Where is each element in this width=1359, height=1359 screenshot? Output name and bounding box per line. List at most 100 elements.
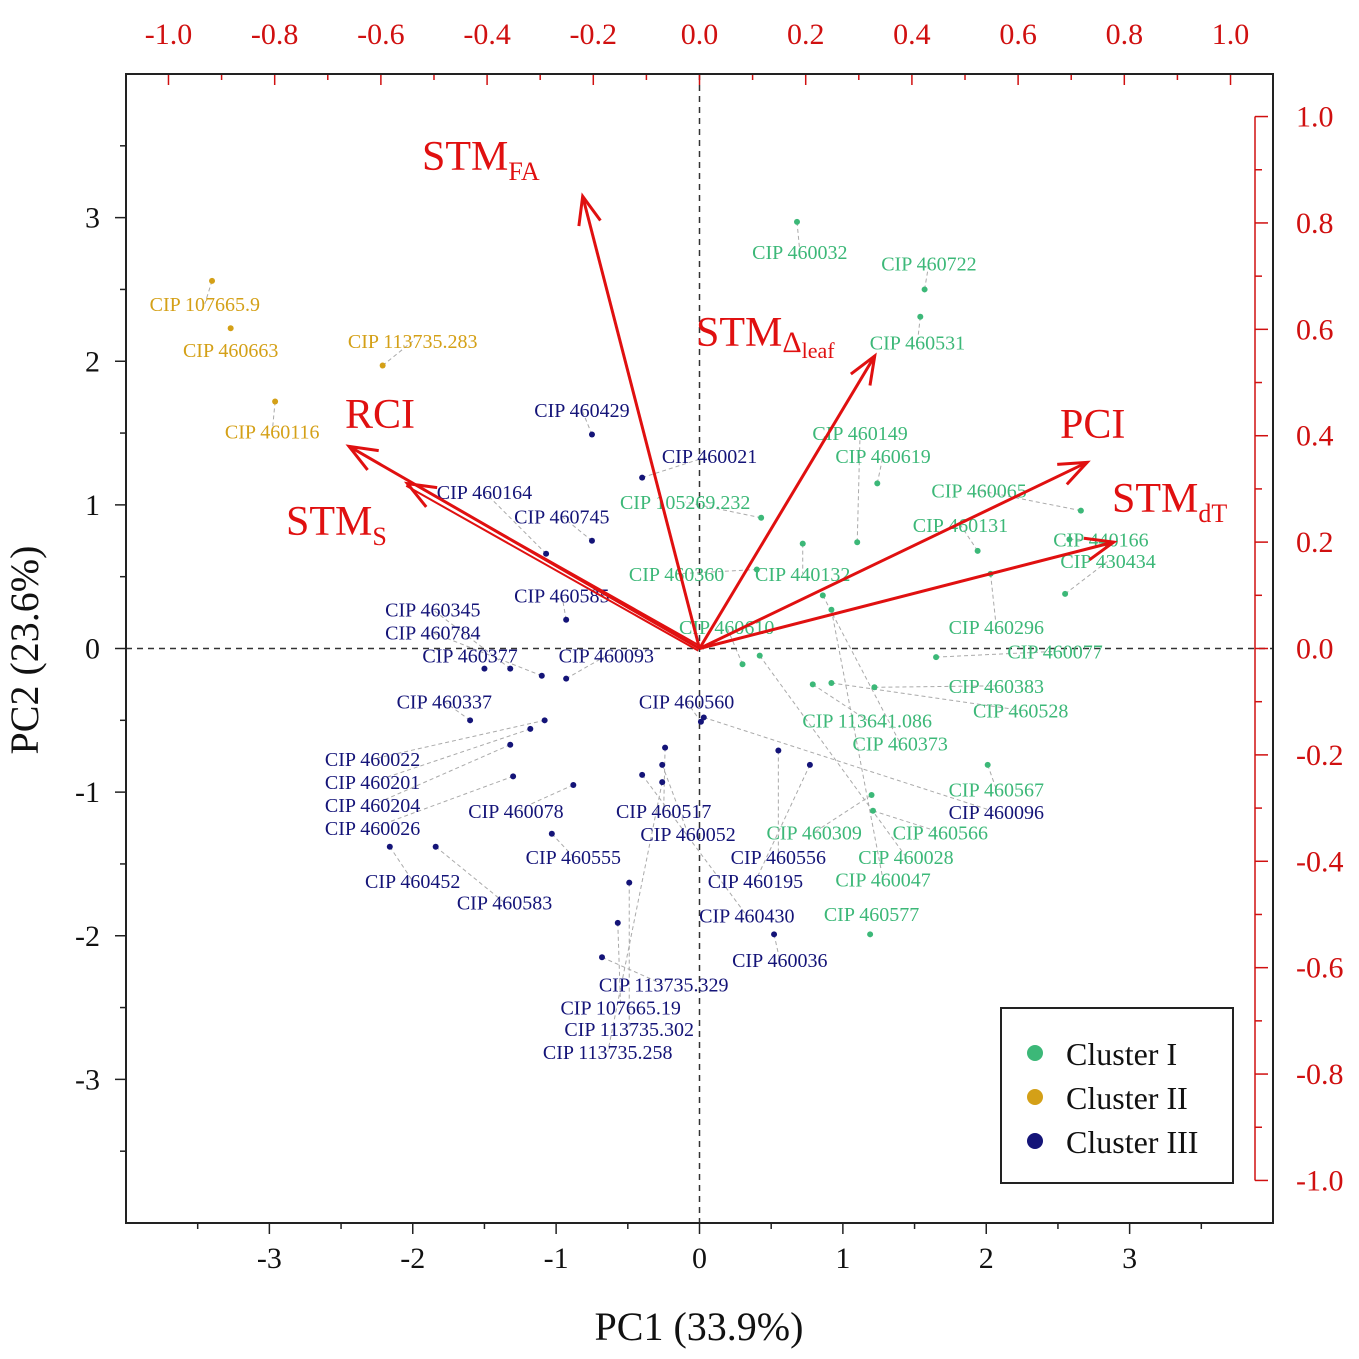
point-label-cip-460204: CIP 460204 bbox=[325, 795, 420, 817]
leader-line bbox=[831, 682, 1021, 711]
point-cip-460028 bbox=[756, 652, 763, 659]
point-label-cip-460531: CIP 460531 bbox=[870, 333, 965, 355]
point-label-cip-460309: CIP 460309 bbox=[767, 822, 862, 844]
point-label-cip-460517: CIP 460517 bbox=[616, 801, 711, 823]
point-label-cip-460065: CIP 460065 bbox=[931, 481, 1026, 503]
right-tick-label: 0.2 bbox=[1296, 526, 1334, 559]
point-label-cip-460028: CIP 460028 bbox=[858, 847, 953, 869]
x-tick-label: -1 bbox=[544, 1242, 569, 1275]
loading-label-stm-s: STMS bbox=[286, 499, 387, 551]
axis-ticks: -3 -2 -1 0 1 2 3 3 2 1 0 -1 -2 -3 -1.0 -0.8 -0.6 -0.4 -0.2… bbox=[75, 18, 1344, 1275]
point-cip-113735-283 bbox=[379, 362, 386, 369]
loading-arrowhead-stm-dt bbox=[1083, 536, 1118, 562]
point-cip-460047 bbox=[828, 606, 835, 613]
point-cip-107665-19 bbox=[614, 919, 621, 926]
point-label-cip-460430: CIP 460430 bbox=[699, 906, 794, 928]
point-cip-440166 bbox=[1066, 536, 1073, 543]
point-cip-460149 bbox=[854, 539, 861, 546]
point-label-cip-440132: CIP 440132 bbox=[755, 564, 850, 586]
top-tick-label: -0.4 bbox=[463, 18, 511, 51]
point-cip-460204 bbox=[507, 741, 514, 748]
point-label-cip-460096: CIP 460096 bbox=[949, 802, 1044, 824]
leader-line bbox=[372, 719, 545, 760]
top-tick-label: -0.8 bbox=[251, 18, 299, 51]
point-label-cip-460556: CIP 460556 bbox=[731, 847, 826, 869]
leader-line bbox=[796, 221, 801, 253]
leader-line bbox=[484, 491, 547, 555]
loading-arrow-stm-s bbox=[408, 480, 702, 648]
point-cip-460517 bbox=[662, 744, 669, 751]
point-cip-113735-258 bbox=[659, 779, 666, 786]
leader-line bbox=[872, 810, 941, 833]
leader-line bbox=[812, 683, 868, 721]
point-cip-460373 bbox=[819, 592, 826, 599]
point-cip-105269-232 bbox=[758, 514, 765, 521]
point-cip-460131 bbox=[974, 547, 981, 554]
point-label-cip-460149: CIP 460149 bbox=[812, 423, 907, 445]
leader-line bbox=[754, 764, 811, 882]
point-cip-460452 bbox=[386, 843, 393, 850]
point-cip-460429 bbox=[588, 431, 595, 438]
point-label-cip-113735-258: CIP 113735.258 bbox=[543, 1042, 673, 1064]
point-cip-460560 bbox=[697, 718, 704, 725]
point-cip-460096 bbox=[700, 714, 707, 721]
right-tick-label: 0.0 bbox=[1296, 633, 1334, 666]
loading-arrowhead-stm-leaf bbox=[849, 352, 877, 386]
point-label-cip-460377: CIP 460377 bbox=[422, 646, 517, 668]
point-cip-460021 bbox=[639, 474, 646, 481]
leader-line bbox=[936, 650, 1056, 658]
y-tick-label: 2 bbox=[85, 345, 100, 378]
top-tick-label: 0.0 bbox=[681, 18, 719, 51]
loading-vectors: STMFA STMΔleaf PCI STMdT RCI STMS bbox=[286, 134, 1227, 652]
leader-line bbox=[607, 781, 663, 1053]
legend-label-cluster-ii: Cluster II bbox=[1066, 1080, 1188, 1116]
legend-marker-cluster-i bbox=[1027, 1045, 1043, 1061]
loading-arrow-stm-fa bbox=[581, 195, 701, 649]
point-cip-460377 bbox=[481, 665, 488, 672]
point-label-cip-460036: CIP 460036 bbox=[732, 950, 827, 972]
point-label-cip-460452: CIP 460452 bbox=[365, 871, 460, 893]
leader-line bbox=[372, 775, 514, 829]
point-cip-113735-329 bbox=[599, 954, 606, 961]
top-tick-label: 1.0 bbox=[1212, 18, 1250, 51]
point-label-cip-460528: CIP 460528 bbox=[973, 700, 1068, 722]
y-tick-label: 3 bbox=[85, 202, 100, 235]
point-label-cip-460345: CIP 460345 bbox=[385, 600, 480, 622]
point-cip-440132 bbox=[799, 540, 806, 547]
point-cip-460309 bbox=[868, 791, 875, 798]
point-label-cip-460383: CIP 460383 bbox=[949, 676, 1044, 698]
point-label-cip-105269-232: CIP 105269.232 bbox=[620, 492, 750, 514]
point-cip-460077 bbox=[933, 654, 940, 661]
point-cip-460093 bbox=[563, 675, 570, 682]
point-cip-460360 bbox=[753, 566, 760, 573]
leader-line bbox=[813, 794, 872, 833]
point-label-cip-460022: CIP 460022 bbox=[325, 749, 420, 771]
loading-arrowhead-stm-s bbox=[403, 481, 438, 508]
point-label-cip-460566: CIP 460566 bbox=[893, 822, 988, 844]
point-cip-460337 bbox=[467, 717, 474, 724]
leader-line bbox=[271, 401, 276, 432]
y-tick-label: -1 bbox=[75, 776, 100, 809]
right-tick-label: 0.4 bbox=[1296, 420, 1334, 453]
right-tick-label: -0.6 bbox=[1296, 952, 1344, 985]
loading-label-stm-fa: STMFA bbox=[422, 134, 540, 186]
leader-line bbox=[601, 956, 664, 986]
point-label-cip-460560: CIP 460560 bbox=[639, 692, 734, 714]
loading-label-rci: RCI bbox=[345, 392, 415, 438]
right-tick-label: 0.6 bbox=[1296, 313, 1334, 346]
leader-line bbox=[987, 764, 997, 790]
loading-label-stm-leaf: STMΔleaf bbox=[696, 310, 835, 363]
point-cip-460164 bbox=[543, 550, 550, 557]
top-tick-label: 0.8 bbox=[1106, 18, 1144, 51]
point-cip-460567 bbox=[984, 761, 991, 768]
point-label-cip-460567: CIP 460567 bbox=[949, 779, 1044, 801]
loading-label-stm-dt: STMdT bbox=[1112, 476, 1227, 528]
point-cip-460531 bbox=[917, 313, 924, 320]
right-tick-label: 1.0 bbox=[1296, 101, 1334, 134]
point-cip-113735-302 bbox=[626, 879, 633, 886]
point-label-cip-460373: CIP 460373 bbox=[853, 733, 948, 755]
point-cip-460566 bbox=[869, 807, 876, 814]
leader-line bbox=[773, 934, 781, 961]
right-tick-label: -0.2 bbox=[1296, 739, 1344, 772]
point-cip-460036 bbox=[771, 931, 778, 938]
